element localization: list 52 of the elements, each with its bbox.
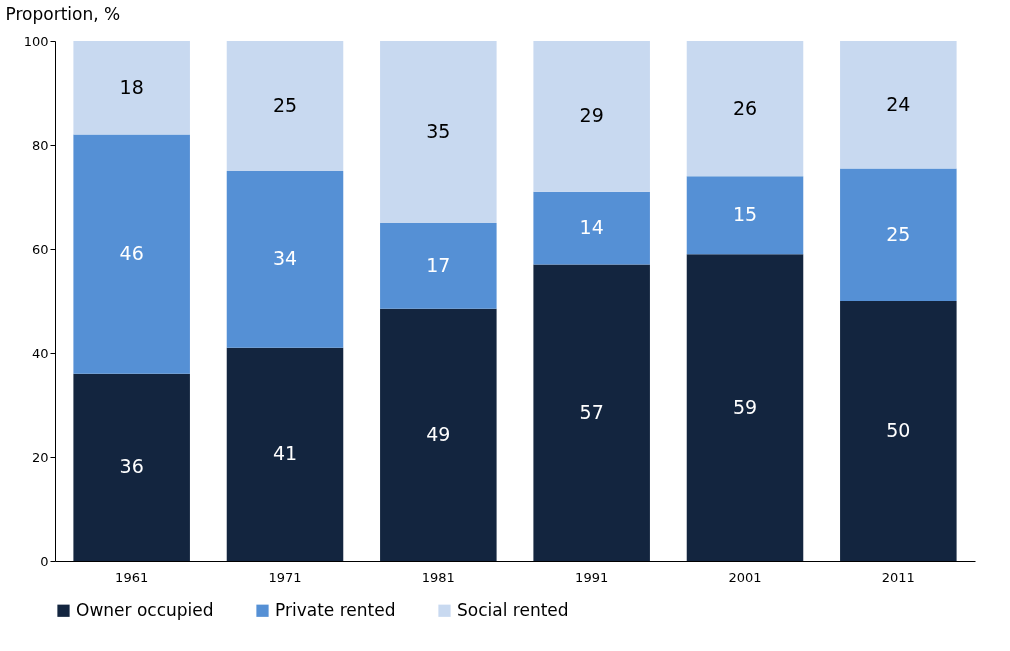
data-label: 17 bbox=[426, 253, 451, 276]
data-label: 36 bbox=[119, 455, 144, 478]
bar bbox=[226, 41, 344, 171]
legend-label: Owner occupied bbox=[76, 599, 214, 620]
bar bbox=[380, 223, 497, 309]
x-tick-label: 2011 bbox=[881, 569, 915, 585]
y-tick-label: 40 bbox=[31, 345, 49, 361]
bar bbox=[840, 41, 957, 169]
data-label: 18 bbox=[119, 75, 144, 98]
data-label: 35 bbox=[426, 120, 451, 142]
data-label: 24 bbox=[886, 92, 911, 115]
data-label: 25 bbox=[272, 94, 298, 116]
data-label: 59 bbox=[732, 395, 758, 418]
y-tick-label: 20 bbox=[31, 449, 49, 465]
bar bbox=[686, 254, 804, 561]
x-tick-label: 1991 bbox=[575, 569, 609, 585]
bar bbox=[380, 41, 497, 223]
bar bbox=[840, 301, 957, 561]
x-tick-label: 1961 bbox=[115, 569, 149, 585]
data-label: 49 bbox=[426, 422, 451, 445]
x-tick-label: 1971 bbox=[268, 569, 302, 585]
bar bbox=[73, 373, 190, 561]
data-label: 14 bbox=[579, 216, 604, 239]
data-label: 41 bbox=[272, 442, 298, 465]
data-label: 57 bbox=[579, 400, 604, 423]
bar bbox=[533, 264, 650, 561]
bar bbox=[686, 176, 804, 255]
data-label: 29 bbox=[579, 104, 604, 127]
y-tick-label: 0 bbox=[40, 553, 49, 569]
y-axis-title: Proportion, % bbox=[5, 3, 121, 24]
bar bbox=[380, 308, 497, 561]
data-label: 15 bbox=[732, 203, 758, 226]
data-label: 46 bbox=[119, 242, 144, 265]
y-tick-label: 100 bbox=[23, 33, 49, 49]
bar bbox=[686, 41, 804, 177]
legend-label: Private rented bbox=[275, 599, 396, 620]
bar bbox=[226, 347, 344, 561]
legend-label: Social rented bbox=[457, 599, 569, 620]
bar bbox=[73, 134, 190, 374]
bar bbox=[840, 168, 957, 301]
bar bbox=[533, 191, 650, 265]
bar bbox=[226, 171, 344, 348]
x-tick-label: 1981 bbox=[421, 569, 455, 585]
data-label: 34 bbox=[272, 247, 298, 270]
y-tick-label: 60 bbox=[31, 241, 49, 257]
bar bbox=[533, 41, 650, 192]
data-label: 26 bbox=[732, 96, 758, 119]
data-label: 25 bbox=[886, 222, 911, 245]
data-label: 50 bbox=[886, 419, 911, 441]
bar bbox=[73, 41, 190, 135]
y-tick-label: 80 bbox=[31, 137, 49, 153]
x-tick-label: 2001 bbox=[728, 569, 762, 585]
